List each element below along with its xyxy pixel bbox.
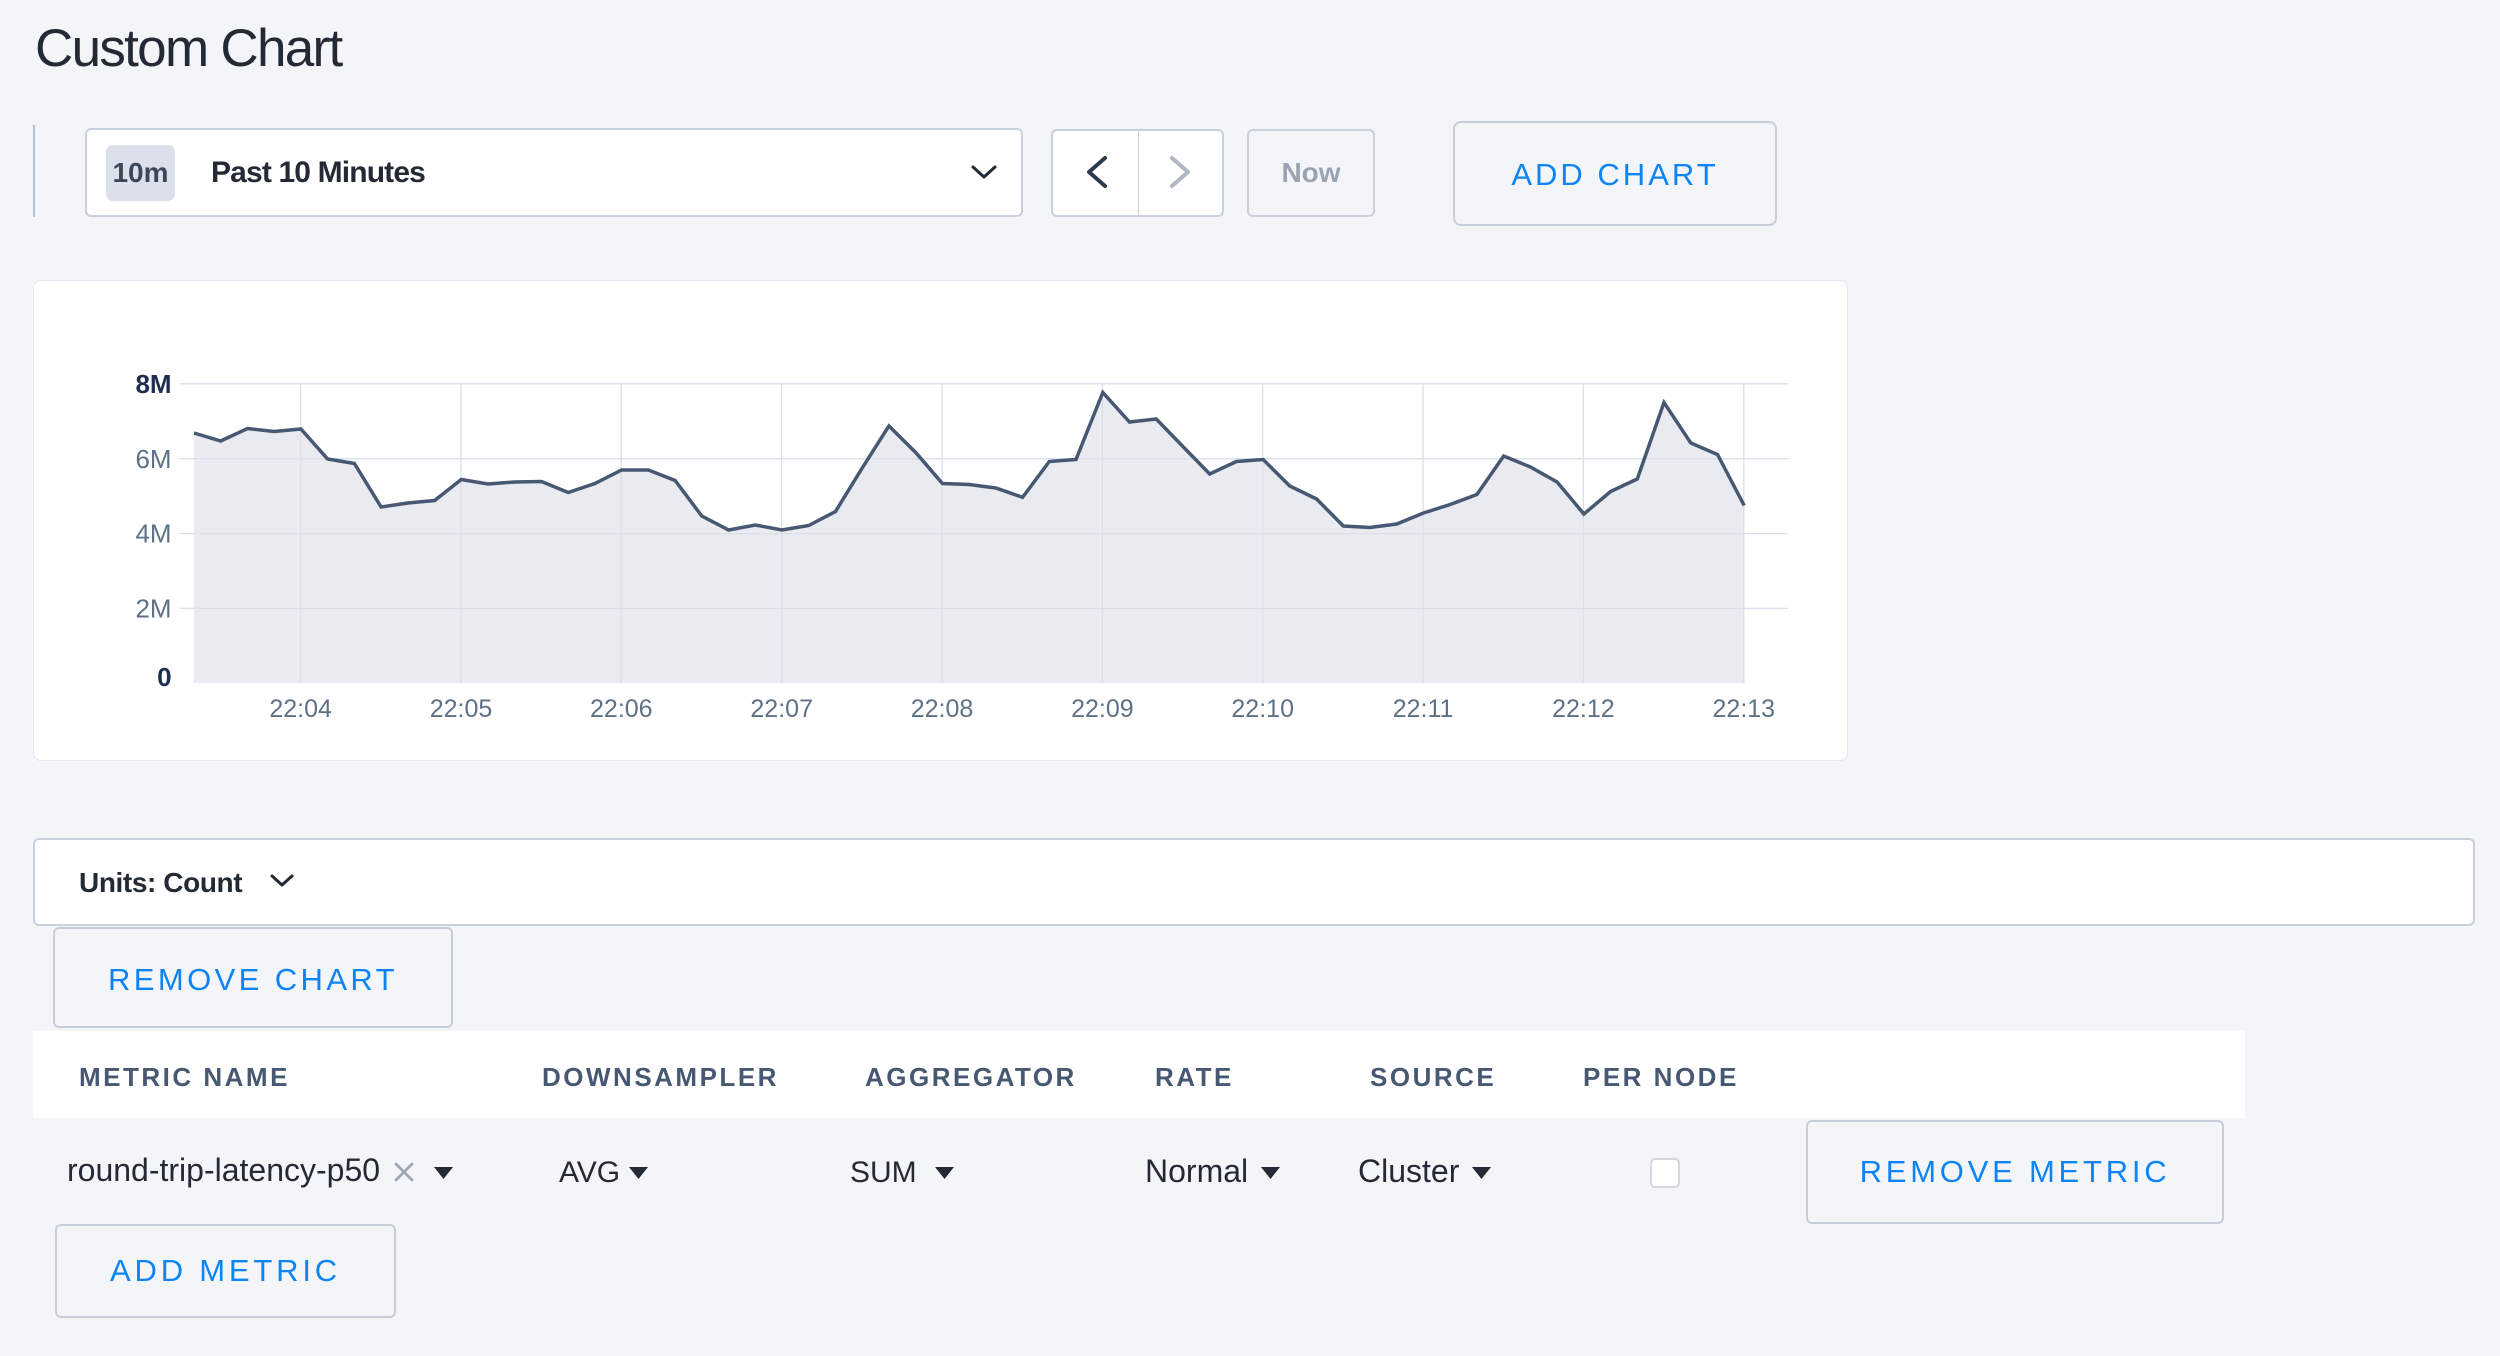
svg-text:22:06: 22:06 (590, 695, 653, 723)
svg-text:22:08: 22:08 (911, 695, 974, 723)
svg-text:6M: 6M (135, 444, 171, 474)
svg-text:22:13: 22:13 (1713, 695, 1776, 723)
svg-text:0: 0 (157, 662, 171, 692)
svg-text:8M: 8M (135, 369, 171, 399)
svg-text:22:09: 22:09 (1071, 695, 1134, 723)
svg-text:22:11: 22:11 (1393, 695, 1454, 723)
svg-text:22:12: 22:12 (1552, 695, 1615, 723)
svg-text:22:04: 22:04 (269, 695, 332, 723)
svg-text:4M: 4M (135, 519, 171, 549)
svg-text:2M: 2M (135, 594, 171, 624)
svg-text:22:05: 22:05 (430, 695, 493, 723)
svg-text:22:10: 22:10 (1231, 695, 1294, 723)
svg-text:22:07: 22:07 (750, 695, 813, 723)
